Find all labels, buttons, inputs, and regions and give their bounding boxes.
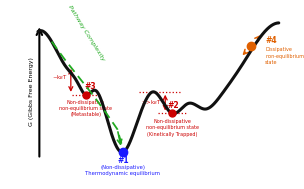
Text: #1: #1 bbox=[117, 156, 129, 166]
Text: Non-dissipative
non-equilibrium state
(Metastable): Non-dissipative non-equilibrium state (M… bbox=[59, 100, 112, 117]
Text: Dissipative
non-equilibrium
state: Dissipative non-equilibrium state bbox=[265, 47, 304, 65]
Text: G (Gibbs Free Energy): G (Gibbs Free Energy) bbox=[29, 57, 34, 126]
Text: #2: #2 bbox=[168, 101, 179, 110]
Text: >>k$_B$T: >>k$_B$T bbox=[141, 98, 162, 107]
Text: Pathway Complexity: Pathway Complexity bbox=[67, 4, 105, 62]
Text: Non-dissipative
non-equilibrium state
(Kinetically Trapped): Non-dissipative non-equilibrium state (K… bbox=[146, 119, 199, 136]
Text: (Non-dissipative)
Thermodynamic equilibrium: (Non-dissipative) Thermodynamic equilibr… bbox=[85, 165, 160, 176]
Text: #3: #3 bbox=[84, 82, 96, 91]
Text: ~k$_B$T: ~k$_B$T bbox=[52, 73, 68, 82]
Text: #4: #4 bbox=[265, 36, 277, 45]
